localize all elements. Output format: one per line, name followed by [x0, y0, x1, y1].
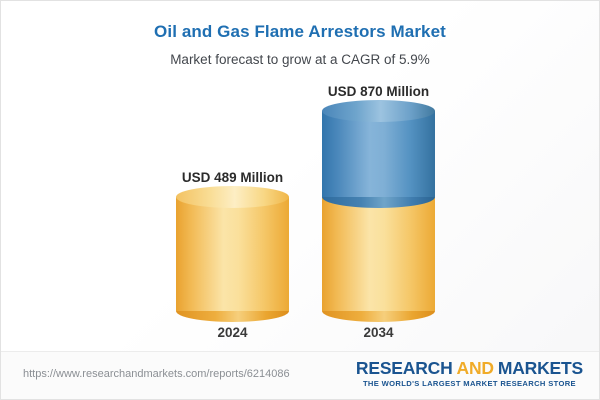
bar-segment-base: [176, 186, 289, 322]
logo-word-and: AND: [456, 358, 495, 378]
logo-tagline: THE WORLD'S LARGEST MARKET RESEARCH STOR…: [362, 379, 576, 388]
chart-header: Oil and Gas Flame Arrestors Market Marke…: [1, 21, 599, 69]
logo-word-markets: MARKETS: [497, 358, 583, 378]
cylinder-top-ellipse: [322, 100, 435, 122]
source-url[interactable]: https://www.researchandmarkets.com/repor…: [23, 368, 290, 380]
chart-subtitle: Market forecast to grow at a CAGR of 5.9…: [170, 52, 430, 67]
cylinder-body: [322, 197, 435, 311]
bar-segment-base: [322, 197, 435, 322]
logo-wordmark: RESEARCH AND MARKETS: [356, 358, 583, 378]
bar-value-label: USD 489 Million: [181, 170, 284, 185]
cylinder-2034: [322, 100, 435, 322]
category-label-2034: 2034: [363, 325, 394, 340]
footer-bar: https://www.researchandmarkets.com/repor…: [1, 351, 599, 399]
logo-word-research: RESEARCH: [355, 358, 453, 378]
cylinder-2024: [176, 186, 289, 322]
cylinder-body: [176, 197, 289, 311]
chart-title: Oil and Gas Flame Arrestors Market: [154, 22, 446, 41]
bar-segment-growth: [322, 100, 435, 208]
cylinder-body: [322, 111, 435, 197]
bar-value-label: USD 870 Million: [327, 84, 430, 99]
category-label-2024: 2024: [217, 325, 248, 340]
cylinder-top-ellipse: [176, 186, 289, 208]
research-and-markets-logo[interactable]: RESEARCH AND MARKETS THE WORLD'S LARGEST M…: [356, 358, 583, 389]
chart-plot-area: USD 489 Million 2024 USD 870 Million: [1, 1, 599, 353]
